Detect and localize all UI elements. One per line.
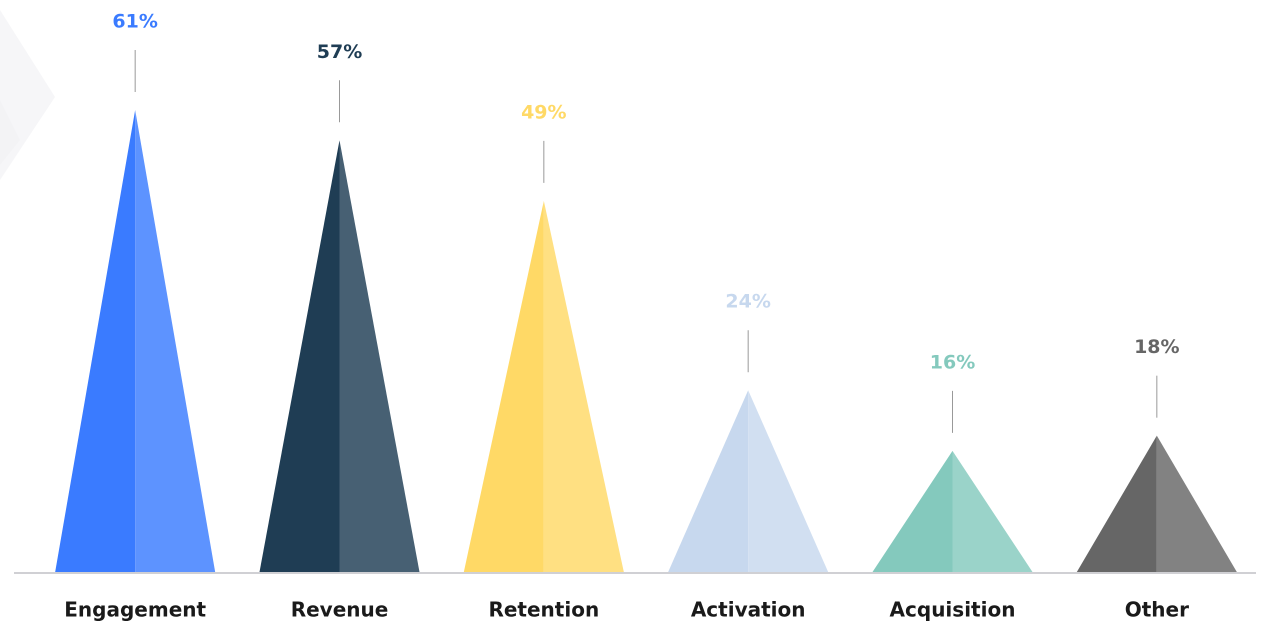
triangle-left	[1076, 435, 1157, 572]
triangle-right	[543, 200, 624, 572]
triangle-right	[1156, 435, 1237, 572]
triangle-bar	[668, 390, 829, 572]
x-tick-label: Acquisition	[890, 598, 1016, 622]
triangle-left	[55, 110, 136, 572]
triangle-bar	[463, 200, 624, 572]
x-tick-label: Revenue	[291, 598, 389, 622]
triangle-bar	[1076, 435, 1237, 572]
value-label: 57%	[317, 41, 362, 63]
x-tick-label: Retention	[488, 598, 599, 622]
value-label: 18%	[1134, 336, 1179, 358]
triangle-bar	[872, 450, 1033, 572]
background-shape	[0, 100, 20, 165]
triangle-left	[463, 200, 544, 572]
triangle-right	[952, 450, 1033, 572]
x-tick-label: Engagement	[64, 598, 206, 622]
value-label: 49%	[521, 101, 566, 123]
x-tick-label: Other	[1125, 598, 1189, 622]
triangle-right	[339, 140, 420, 572]
value-label: 24%	[725, 291, 770, 313]
value-label: 61%	[112, 11, 157, 33]
x-tick-label: Activation	[691, 598, 806, 622]
triangle-right	[748, 390, 829, 572]
triangle-right	[135, 110, 216, 572]
triangle-left	[872, 450, 953, 572]
triangle-left	[259, 140, 340, 572]
triangle-bar	[55, 110, 216, 572]
triangle-bar	[259, 140, 420, 572]
value-label: 16%	[930, 351, 975, 373]
triangle-left	[668, 390, 749, 572]
